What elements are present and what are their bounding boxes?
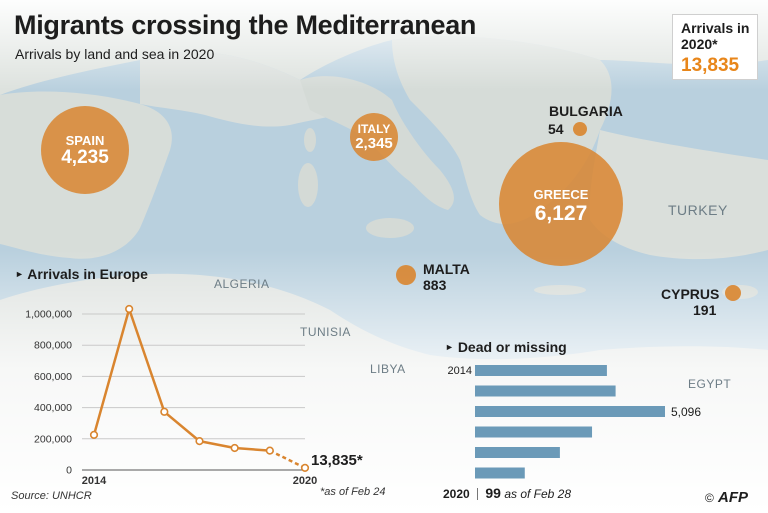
bar-2014 (475, 365, 607, 376)
page-subtitle: Arrivals by land and sea in 2020 (15, 46, 215, 62)
bar-2019 (475, 467, 525, 479)
dead-missing-bar-chart: 2014 5,096 (448, 365, 701, 479)
bar-2017 (475, 426, 593, 438)
y-tick-label: 600,000 (34, 371, 72, 383)
dead-chart-title-text: Dead or missing (457, 339, 567, 355)
data-point (230, 443, 239, 453)
data-point (160, 407, 169, 416)
copyright-icon: © (705, 491, 714, 505)
arrivals-total-box: Arrivals in 2020* 13,835 (672, 14, 758, 80)
dead-2020-year: 2020 (443, 487, 470, 501)
geo-label-tunisia: TUNISIA (300, 325, 351, 339)
geo-label-egypt: EGYPT (688, 377, 732, 391)
geo-label-turkey: TURKEY (668, 202, 728, 218)
x-tick-label: 2020 (293, 475, 317, 487)
y-tick-label: 200,000 (34, 433, 72, 445)
country-name-spain: SPAIN (65, 133, 105, 148)
y-tick-label: 800,000 (34, 340, 72, 352)
bar-2016 (475, 406, 665, 417)
triangle-bullet-icon: ► (15, 269, 24, 279)
series-line-dashed (269, 449, 306, 469)
bar-category-label: 2014 (448, 365, 472, 377)
arrivals-chart-title-text: Arrivals in Europe (27, 266, 148, 282)
country-value-bulgaria: 54 (548, 121, 564, 137)
arrivals-chart-title: ► Arrivals in Europe (15, 266, 148, 282)
dead-2020-bar (477, 488, 479, 500)
bubble-bulgaria (573, 122, 587, 136)
data-point (265, 446, 274, 455)
y-tick-label: 0 (66, 465, 72, 477)
afp-logo: AFP (718, 489, 749, 506)
series-line (92, 307, 270, 452)
y-tick-label: 1,000,000 (25, 309, 72, 321)
bar-2018 (475, 447, 560, 458)
arrivals-total-label: Arrivals in 2020* (681, 20, 750, 52)
bubble-cyprus (725, 285, 741, 301)
dead-2020-note: as of Feb 28 (504, 487, 572, 501)
geo-label-algeria: ALGERIA (214, 277, 270, 291)
bubble-greece-label: GREECE 6,127 (511, 187, 611, 226)
country-name-greece: GREECE (533, 187, 589, 202)
triangle-bullet-icon: ► (445, 342, 454, 352)
source-note: Source: UNHCR (11, 490, 92, 502)
geo-label-libya: LIBYA (370, 362, 406, 376)
x-tick-label: 2014 (82, 475, 107, 487)
country-name-italy: ITALY (357, 122, 391, 136)
bar-value-label: 5,096 (671, 405, 701, 419)
bubble-italy-label: ITALY 2,345 (344, 122, 404, 153)
page-title: Migrants crossing the Mediterranean (14, 10, 477, 40)
bubble-italy (350, 113, 398, 161)
country-value-italy: 2,345 (355, 135, 393, 153)
line-chart-annotation-note: *as of Feb 24 (320, 486, 386, 498)
bubble-spain (41, 106, 129, 194)
country-name-bulgaria: BULGARIA (549, 103, 623, 119)
bar-2015 (475, 385, 616, 397)
bubble-greece (499, 142, 623, 266)
country-name-cyprus: CYPRUS (661, 286, 720, 302)
arrivals-line-chart: 0 200,000 400,000 600,000 800,000 1,000,000 20… (25, 304, 317, 487)
y-tick-label: 400,000 (34, 402, 72, 414)
country-value-spain: 4,235 (61, 147, 109, 169)
country-value-malta: 883 (423, 277, 447, 293)
country-value-greece: 6,127 (534, 202, 588, 226)
afp-credit: © AFP (705, 489, 748, 506)
bubble-spain-label: SPAIN 4,235 (45, 133, 125, 169)
data-point (195, 437, 204, 446)
data-point (89, 430, 99, 439)
country-value-cyprus: 191 (693, 302, 717, 318)
data-point (125, 304, 134, 314)
country-name-malta: MALTA (423, 261, 470, 277)
dead-2020-row: 2020 99 as of Feb 28 (443, 485, 571, 501)
line-chart-annotation-value: 13,835* (311, 452, 363, 469)
arrivals-total-value: 13,835 (681, 55, 740, 76)
bubble-malta (396, 265, 416, 285)
dead-2020-value: 99 (485, 485, 501, 501)
dead-chart-title: ► Dead or missing (445, 339, 567, 355)
data-point (300, 463, 310, 472)
